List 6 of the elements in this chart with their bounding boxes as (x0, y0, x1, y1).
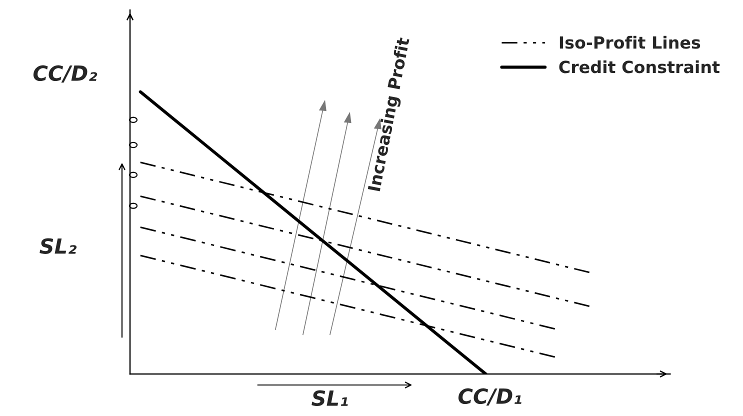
text: CC/D₂ (33, 65, 98, 83)
legend-label: Credit Constraint (559, 60, 720, 74)
y-axis-title: SL₂ (40, 238, 77, 254)
x-axis-title: SL₁ (312, 390, 348, 406)
legend-label: Iso-Profit Lines (560, 36, 700, 49)
text: CC/D₁ (458, 388, 522, 406)
